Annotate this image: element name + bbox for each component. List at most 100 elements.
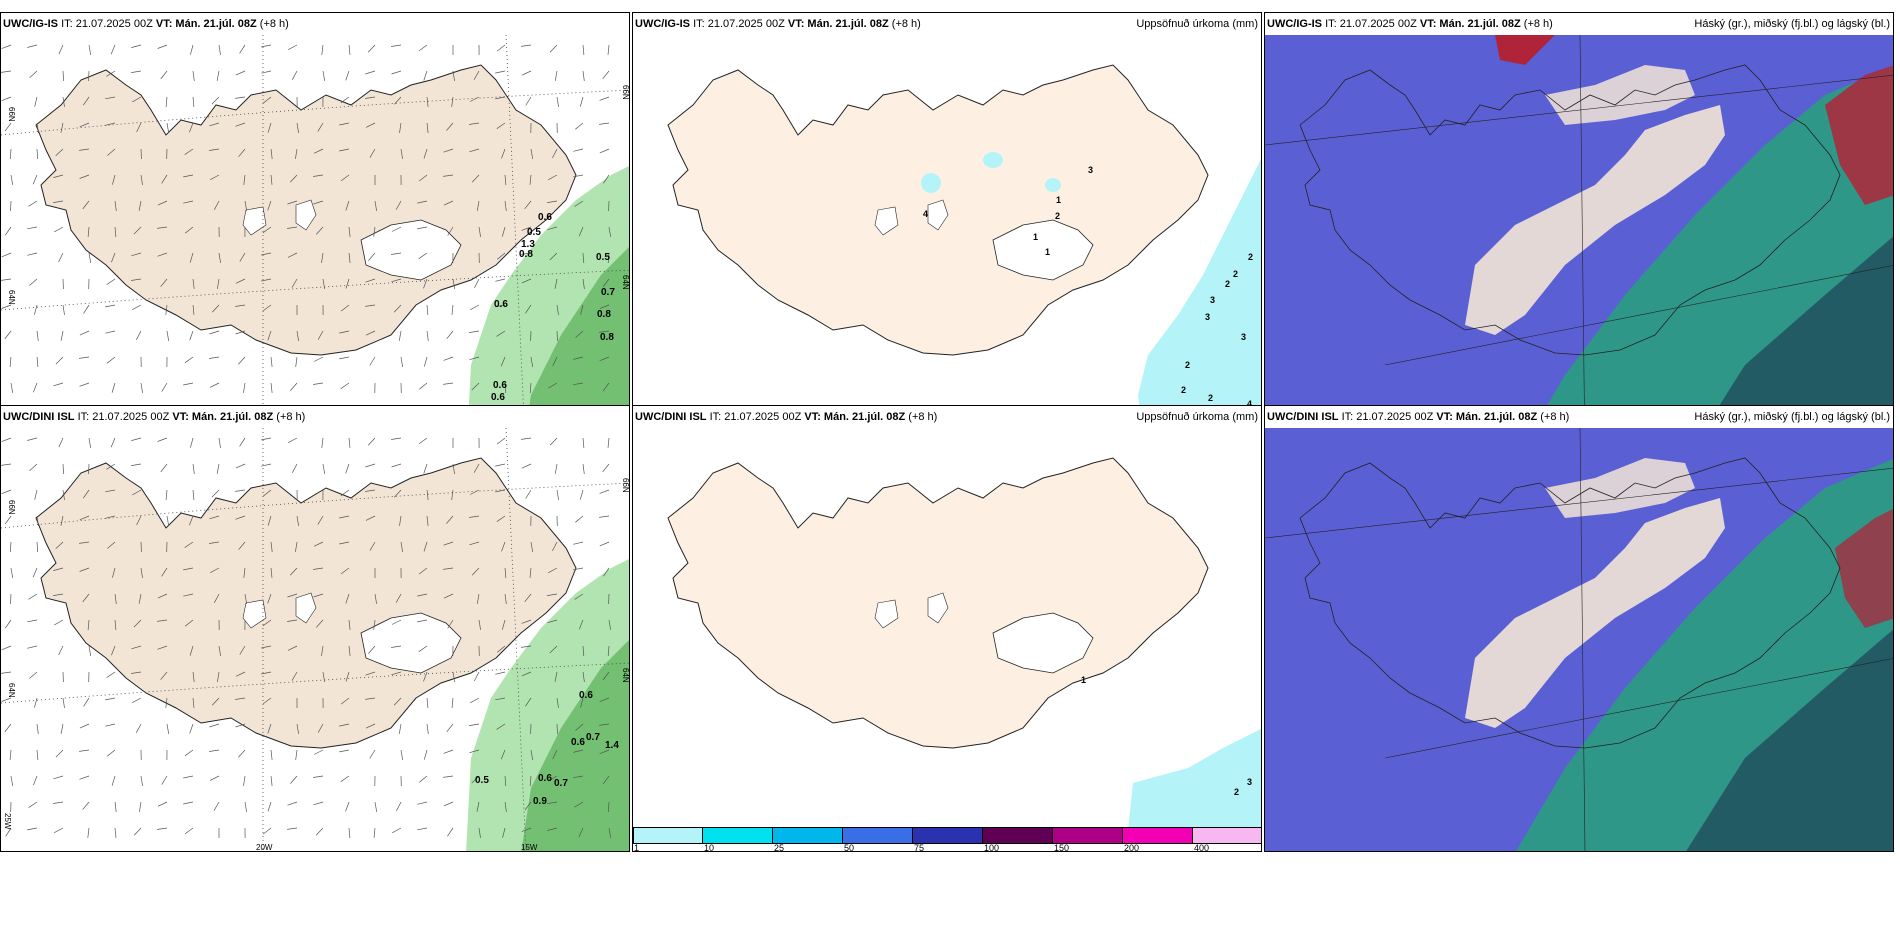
wind-barb	[504, 174, 507, 186]
wind-barb	[348, 619, 351, 630]
wind-barb	[110, 437, 116, 448]
wind-barb	[296, 330, 299, 341]
wind-barb	[287, 827, 298, 830]
wind-barb	[365, 278, 376, 283]
wind-barb	[554, 463, 558, 474]
model-name: UWC/DINI ISL	[3, 411, 75, 423]
wind-barb	[552, 356, 558, 367]
wind-barb	[261, 278, 272, 282]
grid-line	[1265, 74, 1893, 146]
glacier-outline	[295, 592, 317, 624]
gust-value-label: 0.7	[601, 287, 615, 298]
wind-barb	[446, 723, 454, 733]
wind-barb	[157, 593, 168, 599]
wind-barb	[602, 382, 610, 392]
wind-barb	[83, 489, 90, 499]
wind-barb	[524, 200, 532, 210]
grid-line	[1579, 428, 1586, 851]
lat-label-64n: 64N	[7, 683, 16, 698]
wind-barb	[426, 697, 429, 709]
wind-barb	[575, 330, 584, 338]
gust-value-label: 0.7	[586, 732, 600, 743]
wind-barb	[549, 645, 558, 654]
wind-barb	[34, 697, 38, 708]
wind-map-canvas: 20W15W66N66N64N64N25W0.60.51.30.80.50.70…	[1, 35, 629, 458]
wind-barb	[423, 671, 428, 682]
wind-barb	[267, 515, 272, 526]
wind-barb	[88, 645, 92, 656]
wind-barb	[599, 697, 610, 702]
wind-barb	[140, 382, 143, 393]
wind-barb	[5, 827, 12, 837]
wind-barb	[79, 356, 90, 359]
wind-barb	[502, 827, 506, 838]
wind-barb	[287, 200, 298, 205]
vatnajokull-glacier	[360, 612, 462, 674]
wind-barb	[192, 304, 195, 315]
wind-barb	[582, 671, 585, 682]
wind-barb	[238, 749, 246, 758]
wind-barb	[452, 278, 456, 289]
glacier-outline	[295, 199, 317, 231]
high-cloud	[1825, 65, 1893, 205]
wind-barb	[83, 96, 90, 106]
wind-barb	[313, 200, 324, 205]
wind-barb	[525, 96, 532, 106]
wind-barb	[287, 593, 298, 598]
wind-barb	[111, 645, 116, 656]
wind-barb	[340, 489, 350, 497]
colorbar-swatch	[633, 827, 703, 844]
wind-barb	[469, 489, 480, 495]
wind-barb	[500, 749, 506, 760]
wind-barb	[235, 723, 246, 728]
wind-barb	[105, 723, 116, 727]
wind-barb	[339, 148, 350, 152]
wind-barb	[340, 775, 350, 782]
lead-time: (+8 h)	[276, 411, 306, 423]
precip-value-label: 2	[1185, 360, 1190, 370]
wind-barb	[317, 723, 324, 733]
wind-barb	[10, 200, 12, 212]
wind-barb	[365, 489, 376, 492]
wind-barb	[599, 749, 610, 755]
wind-barb	[62, 70, 64, 82]
wind-barb	[368, 252, 376, 261]
wind-barb	[140, 567, 143, 578]
wind-barb	[340, 697, 350, 705]
glacier-outline	[927, 199, 949, 231]
wind-barb	[339, 541, 350, 545]
wind-barb	[213, 593, 220, 603]
wind-barb	[29, 463, 38, 471]
wind-barb	[500, 356, 506, 367]
wind-barb	[210, 174, 220, 181]
wind-barb	[79, 122, 90, 128]
wind-barb	[602, 70, 610, 80]
wind-barb	[107, 148, 116, 156]
colorbar-swatch	[773, 827, 843, 844]
latitude-line	[1, 89, 629, 136]
wind-barb	[114, 619, 117, 631]
wind-barb	[582, 278, 585, 289]
colorbar-swatch	[843, 827, 913, 844]
wind-barb	[574, 200, 584, 207]
wind-barb	[504, 801, 507, 812]
precip-value-label: 3	[1205, 312, 1210, 322]
wind-barb	[112, 174, 116, 185]
wind-barb	[525, 697, 532, 707]
wind-barb	[157, 801, 168, 807]
wind-barb	[60, 515, 64, 526]
wind-barb	[317, 330, 324, 340]
wind-barb	[261, 463, 272, 467]
wind-barb	[88, 70, 90, 82]
wind-barb	[322, 671, 325, 682]
issue-time: IT: 21.07.2025 00Z	[61, 18, 153, 30]
wind-barb	[88, 252, 92, 263]
wind-barb	[287, 252, 298, 258]
wind-barb	[114, 593, 117, 604]
wind-barb	[217, 278, 220, 289]
wind-barb	[374, 593, 377, 604]
wind-barb	[157, 827, 168, 830]
wind-barb	[296, 122, 299, 133]
wind-barb	[529, 382, 532, 394]
gust-value-label: 0.6	[579, 690, 593, 701]
